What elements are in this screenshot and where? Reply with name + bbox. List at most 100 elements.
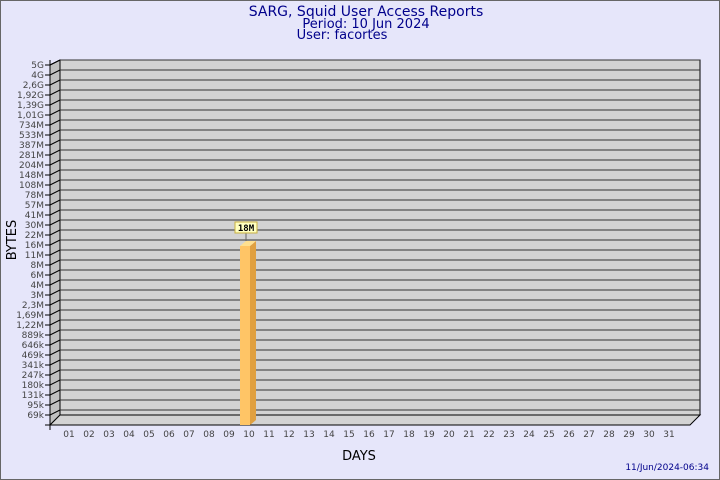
y-grid-diagonal xyxy=(49,269,61,276)
x-tick-label: 02 xyxy=(83,430,94,440)
chart-title: SARG, Squid User Access Reports xyxy=(249,4,484,20)
y-grid-diagonal xyxy=(49,319,61,326)
y-grid-diagonal xyxy=(49,289,61,296)
x-tick-label: 06 xyxy=(163,430,175,440)
y-grid-diagonal xyxy=(49,209,61,216)
y-tick-label: 1,22M xyxy=(16,321,44,331)
y-grid-diagonal xyxy=(49,299,61,306)
y-tick-label: 30M xyxy=(25,221,44,231)
x-tick-label: 30 xyxy=(643,430,655,440)
x-tick-label: 13 xyxy=(303,430,314,440)
y-tick-label: 4G xyxy=(31,71,44,81)
y-grid-diagonal xyxy=(49,189,61,196)
y-grid-diagonal xyxy=(49,249,61,256)
y-tick-label: 281M xyxy=(19,151,44,161)
y-grid-diagonal xyxy=(49,159,61,166)
x-tick-label: 03 xyxy=(103,430,114,440)
x-tick-label: 31 xyxy=(663,430,674,440)
y-grid-diagonal xyxy=(49,59,61,66)
y-grid-diagonal xyxy=(49,329,61,336)
y-tick-label: 69k xyxy=(27,411,44,421)
data-label-box xyxy=(234,221,258,234)
y-tick-label: 2,6G xyxy=(23,81,44,91)
x-tick-label: 12 xyxy=(283,430,294,440)
y-grid-diagonal xyxy=(49,89,61,96)
y-tick-label: 1,69M xyxy=(16,311,44,321)
y-tick-label: 57M xyxy=(25,201,44,211)
x-tick-label: 19 xyxy=(423,430,435,440)
y-tick-label: 108M xyxy=(19,181,44,191)
data-label: 18M xyxy=(238,224,255,234)
x-tick-label: 29 xyxy=(623,430,635,440)
y-grid-diagonal xyxy=(49,339,61,346)
y-grid-diagonal xyxy=(49,399,61,406)
x-tick-label: 14 xyxy=(323,430,335,440)
x-tick-label: 28 xyxy=(603,430,615,440)
y-grid-diagonal xyxy=(49,139,61,146)
y-tick-label: 1,92G xyxy=(17,91,44,101)
chart-user: User: facortes xyxy=(297,28,388,43)
x-tick-label: 08 xyxy=(203,430,215,440)
x-tick-label: 22 xyxy=(483,430,494,440)
y-tick-label: 11M xyxy=(25,251,44,261)
bar-side xyxy=(250,240,256,425)
y-grid-diagonal xyxy=(49,229,61,236)
y-tick-label: 1,39G xyxy=(17,101,44,111)
y-grid-diagonal xyxy=(49,119,61,126)
y-tick-label: 22M xyxy=(25,231,44,241)
x-tick-label: 09 xyxy=(223,430,235,440)
y-tick-label: 889k xyxy=(22,331,45,341)
x-tick-label: 18 xyxy=(403,430,415,440)
x-tick-label: 24 xyxy=(523,430,535,440)
y-grid-diagonal xyxy=(49,259,61,266)
y-tick-label: 3M xyxy=(31,291,45,301)
x-tick-label: 10 xyxy=(243,430,255,440)
y-grid-diagonal xyxy=(49,99,61,106)
x-tick-label: 15 xyxy=(343,430,354,440)
y-tick-label: 5G xyxy=(31,61,44,71)
y-tick-label: 6M xyxy=(31,271,45,281)
y-grid-diagonal xyxy=(49,109,61,116)
y-tick-label: 646k xyxy=(22,341,45,351)
y-tick-label: 131k xyxy=(22,391,45,401)
y-grid-diagonal xyxy=(49,79,61,86)
bar-top xyxy=(240,240,256,246)
x-tick-label: 04 xyxy=(123,430,135,440)
plot-back-wall xyxy=(59,59,701,416)
plot-floor xyxy=(48,414,702,426)
y-tick-label: 341k xyxy=(22,361,45,371)
y-tick-label: 2,3M xyxy=(22,301,44,311)
y-tick-label: 469k xyxy=(22,351,45,361)
y-axis-label: BYTES xyxy=(5,220,20,261)
x-tick-label: 01 xyxy=(63,430,74,440)
y-grid-diagonal xyxy=(49,239,61,246)
x-tick-label: 11 xyxy=(263,430,274,440)
x-tick-label: 27 xyxy=(583,430,594,440)
y-grid-diagonal xyxy=(49,359,61,366)
x-tick-label: 20 xyxy=(443,430,455,440)
y-tick-label: 533M xyxy=(19,131,44,141)
y-tick-label: 148M xyxy=(19,171,44,181)
x-tick-label: 07 xyxy=(183,430,194,440)
y-tick-label: 204M xyxy=(19,161,44,171)
y-grid-diagonal xyxy=(49,179,61,186)
x-tick-label: 16 xyxy=(363,430,375,440)
footer-timestamp: 11/Jun/2024-06:34 xyxy=(625,463,709,473)
y-tick-label: 734M xyxy=(19,121,44,131)
y-tick-label: 78M xyxy=(25,191,44,201)
y-tick-label: 8M xyxy=(31,261,45,271)
y-grid-diagonal xyxy=(49,369,61,376)
y-grid-diagonal xyxy=(49,389,61,396)
x-tick-label: 21 xyxy=(463,430,474,440)
y-grid-diagonal xyxy=(49,309,61,316)
chart-period: Period: 10 Jun 2024 xyxy=(302,17,429,32)
y-grid-diagonal xyxy=(49,219,61,226)
bar-front xyxy=(240,245,250,425)
x-tick-label: 23 xyxy=(503,430,514,440)
y-grid-diagonal xyxy=(49,129,61,136)
y-grid-diagonal xyxy=(49,169,61,176)
x-tick-label: 26 xyxy=(563,430,575,440)
y-tick-label: 180k xyxy=(22,381,45,391)
y-tick-label: 41M xyxy=(25,211,44,221)
